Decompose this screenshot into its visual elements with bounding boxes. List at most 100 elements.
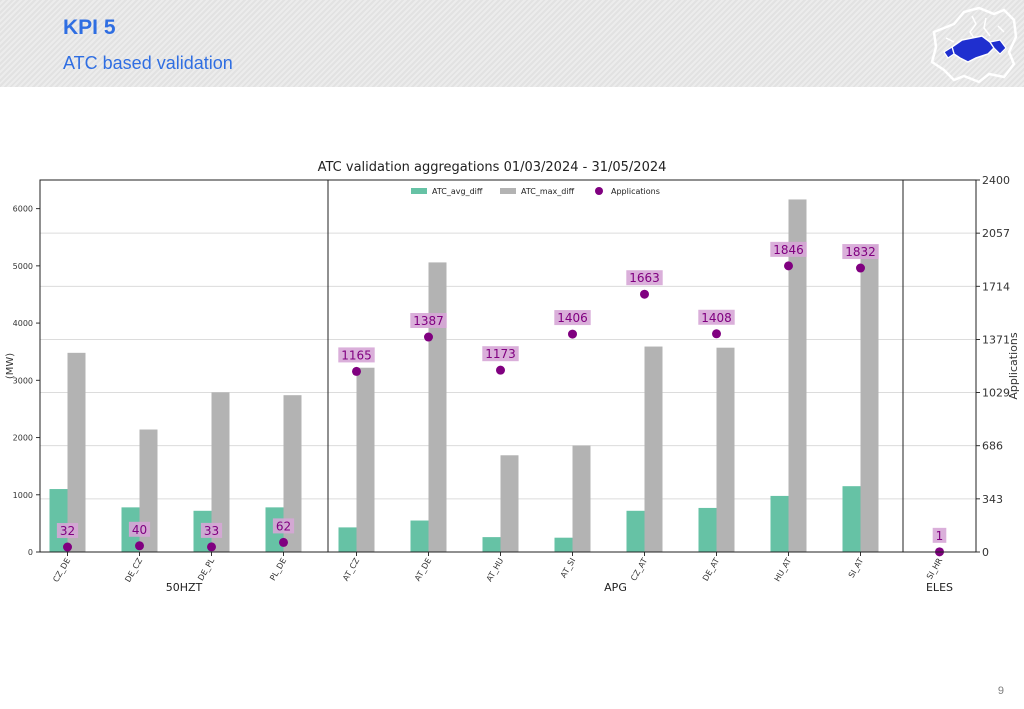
y-tick-label: 4000 [13,319,33,328]
applications-marker [135,541,144,551]
applications-data-label: 1387 [413,314,444,328]
bar-atc-max-diff [572,445,591,552]
y2-tick-label: 2400 [982,174,1010,187]
page-title: KPI 5 [63,16,116,39]
applications-marker [712,329,721,339]
bar-atc-avg-diff [842,486,861,552]
y2-tick-label: 1371 [982,333,1010,346]
bar-atc-max-diff [428,262,447,552]
y2-tick-label: 686 [982,440,1003,453]
y2-tick-label: 1714 [982,280,1010,293]
applications-data-label: 1663 [629,271,660,285]
applications-label-box [482,346,519,362]
applications-marker [496,365,505,375]
applications-label-box [410,313,447,329]
x-tick-label: AT_DE [413,557,433,583]
x-tick-label: DE_CZ [123,556,144,584]
applications-label-box [554,310,591,326]
y2-tick-label: 2057 [982,227,1010,240]
bar-atc-max-diff [716,347,735,552]
x-tick-label: SI_HR [925,556,945,581]
applications-marker [640,289,649,299]
applications-data-label: 1173 [485,347,516,361]
bar-atc-avg-diff [770,495,789,552]
applications-marker [63,542,72,552]
applications-data-label: 1846 [773,243,804,257]
applications-label-box [200,522,223,538]
y-tick-label: 1000 [13,491,33,500]
applications-marker [856,263,865,273]
bar-atc-max-diff [139,429,158,552]
y2-axis-label: Applications [1007,332,1020,399]
applications-marker [279,537,288,547]
applications-marker [784,261,793,271]
chart-title: ATC validation aggregations 01/03/2024 -… [318,160,667,175]
applications-data-label: 1408 [701,311,732,325]
applications-label-box [842,244,879,260]
page-subtitle: ATC based validation [63,53,233,73]
x-tick-label: HU_AT [773,556,794,583]
applications-data-label: 1165 [341,348,372,362]
legend-swatch [500,188,516,194]
applications-label-box [272,518,295,534]
legend-marker [595,187,603,195]
bar-atc-max-diff [500,455,519,552]
applications-data-label: 33 [204,524,219,538]
bar-atc-max-diff [283,395,302,552]
x-tick-label: SI_AT [847,556,865,579]
applications-label-box [770,241,807,257]
applications-marker [424,332,433,342]
applications-marker [207,542,216,552]
plot-frame [39,179,977,553]
applications-data-label: 40 [132,523,147,537]
bar-atc-max-diff [788,199,807,552]
applications-label-box [128,521,151,537]
y-tick-label: 6000 [13,205,33,214]
y-tick-label: 0 [28,548,33,557]
x-tick-label: CZ_DE [51,557,72,584]
bar-atc-max-diff [67,352,86,552]
bar-atc-max-diff [860,245,879,552]
applications-label-box [56,523,79,539]
bar-atc-avg-diff [338,527,357,552]
applications-marker [352,366,361,376]
applications-marker [568,329,577,339]
group-label: ELES [926,581,953,594]
y2-tick-label: 0 [982,546,989,559]
applications-data-label: 62 [276,519,291,533]
legend-label: ATC_avg_diff [432,187,483,196]
applications-label-box [338,347,375,363]
y-axis-label: (MW) [5,353,16,379]
header-banner: KPI 5 ATC based validation [0,0,1024,87]
legend-label: ATC_max_diff [521,187,575,196]
bar-atc-avg-diff [410,520,429,552]
y-tick-label: 5000 [13,262,33,271]
applications-data-label: 1832 [845,245,876,259]
applications-label-box [932,527,947,543]
y2-tick-label: 343 [982,493,1003,506]
applications-data-label: 1406 [557,311,588,325]
bar-atc-max-diff [211,392,230,552]
applications-data-label: 32 [60,524,75,538]
x-tick-label: PL_DE [268,557,288,583]
y-tick-label: 2000 [13,434,33,443]
x-tick-label: CZ_AT [629,556,649,582]
applications-data-label: 1 [936,529,944,543]
atc-validation-chart: ATC validation aggregations 01/03/2024 -… [5,160,1020,594]
bar-atc-avg-diff [554,537,573,552]
x-tick-label: AT_HU [485,556,506,583]
page-number: 9 [997,685,1004,697]
bar-atc-avg-diff [49,489,68,552]
bar-atc-avg-diff [482,537,501,552]
europe-map-logo-icon [930,6,1018,84]
x-tick-label: AT_CZ [341,556,361,582]
x-tick-label: DE_PL [196,556,216,582]
bar-atc-avg-diff [698,507,717,552]
x-tick-label: AT_SI [559,557,577,580]
bar-atc-avg-diff [626,510,645,552]
bar-atc-max-diff [644,346,663,552]
legend-label: Applications [611,187,660,196]
legend-swatch [411,188,427,194]
group-label: 50HZT [166,581,203,594]
y-tick-label: 3000 [13,376,33,385]
